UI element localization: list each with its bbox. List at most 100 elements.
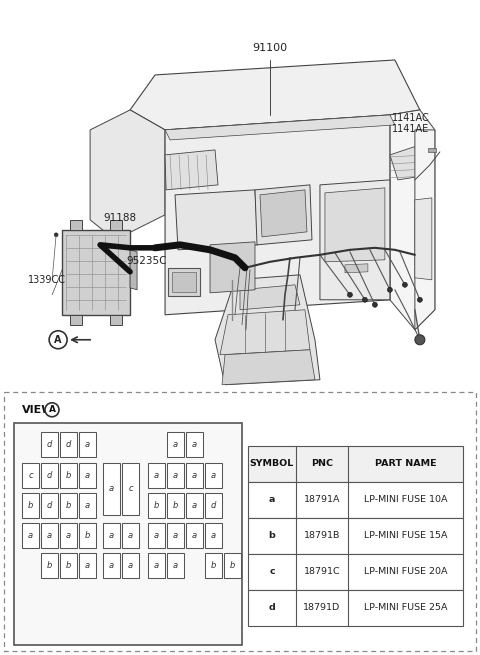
- Polygon shape: [62, 230, 130, 315]
- Polygon shape: [110, 220, 122, 230]
- Bar: [60, 523, 77, 548]
- Text: b: b: [28, 501, 33, 510]
- Bar: [41, 463, 58, 488]
- Bar: [22, 463, 39, 488]
- Bar: [186, 523, 203, 548]
- Circle shape: [182, 202, 218, 238]
- Bar: [205, 463, 222, 488]
- Polygon shape: [130, 60, 420, 130]
- Polygon shape: [240, 285, 300, 310]
- Circle shape: [402, 282, 408, 288]
- Text: d: d: [47, 501, 52, 510]
- Text: a: a: [192, 531, 197, 540]
- Bar: [22, 523, 39, 548]
- Bar: [79, 463, 96, 488]
- Text: a: a: [85, 440, 90, 449]
- Circle shape: [217, 200, 253, 236]
- Text: LP-MINI FUSE 15A: LP-MINI FUSE 15A: [364, 531, 447, 540]
- Bar: [22, 493, 39, 518]
- Polygon shape: [165, 115, 395, 140]
- Bar: [167, 493, 184, 518]
- Polygon shape: [222, 350, 315, 384]
- Polygon shape: [255, 185, 312, 245]
- Bar: [148, 463, 165, 488]
- Bar: [14, 422, 242, 645]
- Bar: [248, 482, 463, 518]
- Text: a: a: [85, 501, 90, 510]
- Text: LP-MINI FUSE 10A: LP-MINI FUSE 10A: [364, 495, 447, 504]
- Text: c: c: [128, 484, 133, 493]
- Text: a: a: [109, 484, 114, 493]
- Polygon shape: [210, 242, 255, 293]
- Polygon shape: [90, 110, 165, 240]
- Text: PNC: PNC: [311, 459, 333, 468]
- Polygon shape: [390, 110, 435, 329]
- Polygon shape: [70, 220, 82, 230]
- Text: a: a: [211, 531, 216, 540]
- Text: 1141AC: 1141AC: [392, 113, 430, 123]
- Text: b: b: [269, 531, 276, 540]
- Text: d: d: [211, 501, 216, 510]
- Text: 1339CC: 1339CC: [28, 275, 66, 285]
- Polygon shape: [390, 145, 430, 180]
- Text: b: b: [85, 531, 90, 540]
- Text: 95235C: 95235C: [127, 256, 167, 266]
- Text: b: b: [154, 501, 159, 510]
- Polygon shape: [428, 148, 436, 152]
- Bar: [103, 553, 120, 578]
- Bar: [167, 432, 184, 457]
- Bar: [41, 432, 58, 457]
- Text: b: b: [66, 501, 71, 510]
- Circle shape: [415, 335, 425, 345]
- Text: 91188: 91188: [103, 213, 136, 223]
- Circle shape: [372, 303, 377, 307]
- Text: 91100: 91100: [252, 43, 288, 53]
- Text: 18791A: 18791A: [304, 495, 340, 504]
- Bar: [79, 553, 96, 578]
- Bar: [205, 553, 222, 578]
- Text: a: a: [173, 471, 178, 480]
- Text: a: a: [109, 531, 114, 540]
- Bar: [122, 463, 139, 515]
- Text: c: c: [28, 471, 33, 480]
- Text: 18791D: 18791D: [303, 603, 341, 612]
- Text: a: a: [173, 531, 178, 540]
- Bar: [248, 554, 463, 590]
- Text: a: a: [192, 501, 197, 510]
- Text: b: b: [66, 561, 71, 570]
- Text: b: b: [230, 561, 235, 570]
- Text: c: c: [269, 567, 275, 576]
- Polygon shape: [345, 264, 368, 272]
- Text: a: a: [173, 561, 178, 570]
- Text: a: a: [128, 531, 133, 540]
- Bar: [60, 553, 77, 578]
- Text: a: a: [154, 561, 159, 570]
- Polygon shape: [165, 150, 218, 190]
- Text: LP-MINI FUSE 20A: LP-MINI FUSE 20A: [364, 567, 447, 576]
- Polygon shape: [320, 180, 390, 300]
- Polygon shape: [172, 272, 196, 291]
- Text: b: b: [211, 561, 216, 570]
- Text: PART NAME: PART NAME: [375, 459, 436, 468]
- Bar: [60, 432, 77, 457]
- Bar: [79, 432, 96, 457]
- Circle shape: [348, 292, 352, 297]
- Text: a: a: [85, 471, 90, 480]
- Bar: [224, 553, 241, 578]
- Circle shape: [49, 331, 67, 348]
- Circle shape: [430, 153, 434, 157]
- Text: b: b: [47, 561, 52, 570]
- Text: a: a: [85, 561, 90, 570]
- Text: 1141AE: 1141AE: [392, 124, 429, 134]
- Bar: [41, 493, 58, 518]
- Text: a: a: [154, 471, 159, 480]
- Text: b: b: [173, 501, 178, 510]
- Text: a: a: [128, 561, 133, 570]
- Polygon shape: [110, 315, 122, 325]
- Bar: [186, 432, 203, 457]
- Text: SYMBOL: SYMBOL: [250, 459, 294, 468]
- Bar: [167, 463, 184, 488]
- Circle shape: [45, 403, 59, 417]
- Polygon shape: [175, 190, 258, 250]
- Circle shape: [387, 288, 392, 292]
